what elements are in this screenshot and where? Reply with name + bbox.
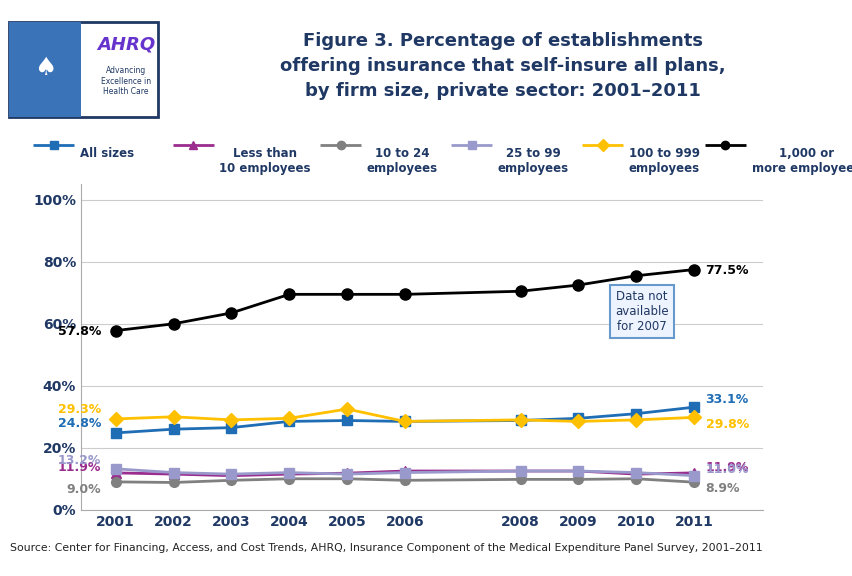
Text: Advancing
Excellence in
Health Care: Advancing Excellence in Health Care [101, 66, 151, 96]
Text: 9.0%: 9.0% [66, 483, 101, 496]
Text: 11.0%: 11.0% [705, 463, 748, 476]
Text: 13.2%: 13.2% [58, 454, 101, 467]
FancyBboxPatch shape [9, 22, 158, 117]
Text: 10 to 24
employees: 10 to 24 employees [366, 147, 437, 176]
Text: 11.9%: 11.9% [58, 461, 101, 474]
Text: 100 to 999
employees: 100 to 999 employees [628, 147, 699, 176]
Text: All sizes: All sizes [80, 147, 134, 161]
Text: Figure 3. Percentage of establishments
offering insurance that self-insure all p: Figure 3. Percentage of establishments o… [280, 32, 725, 100]
Text: 1,000 or
more employees: 1,000 or more employees [751, 147, 852, 176]
Text: 29.3%: 29.3% [58, 403, 101, 416]
Bar [9, 22, 81, 117]
Text: 77.5%: 77.5% [705, 264, 748, 277]
Text: Less than
10 employees: Less than 10 employees [219, 147, 310, 176]
Text: AHRQ: AHRQ [97, 36, 155, 54]
Text: 25 to 99
employees: 25 to 99 employees [498, 147, 568, 176]
Text: 11.9%: 11.9% [705, 461, 748, 474]
Text: 8.9%: 8.9% [705, 482, 740, 495]
Text: ♠: ♠ [34, 56, 56, 80]
Text: 29.8%: 29.8% [705, 418, 748, 431]
Text: 24.8%: 24.8% [58, 418, 101, 430]
Text: 57.8%: 57.8% [58, 325, 101, 338]
Text: 33.1%: 33.1% [705, 393, 748, 407]
Text: Data not
available
for 2007: Data not available for 2007 [614, 290, 668, 333]
Text: Source: Center for Financing, Access, and Cost Trends, AHRQ, Insurance Component: Source: Center for Financing, Access, an… [10, 543, 762, 554]
